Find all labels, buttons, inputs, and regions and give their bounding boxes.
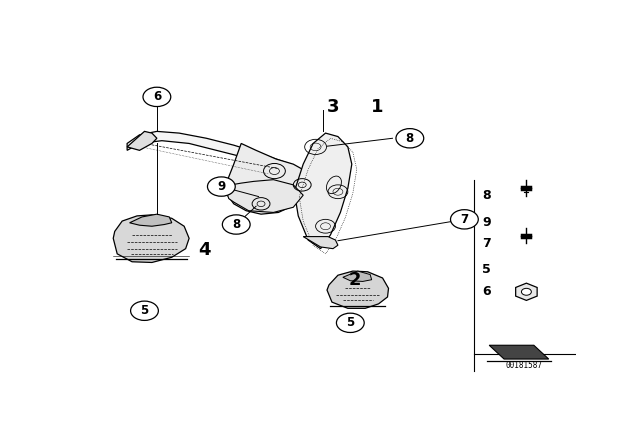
Text: 2: 2 [349,271,362,289]
Text: 3: 3 [326,98,339,116]
Circle shape [143,87,171,107]
Text: 8: 8 [232,218,241,231]
Circle shape [451,210,478,229]
Polygon shape [327,271,388,308]
Polygon shape [516,283,537,301]
Circle shape [337,313,364,332]
Text: 8: 8 [406,132,414,145]
Text: 5: 5 [140,304,148,317]
Polygon shape [489,345,548,359]
Polygon shape [294,133,352,249]
Polygon shape [127,131,293,178]
Text: 6: 6 [153,90,161,103]
Circle shape [207,177,236,196]
Text: 7: 7 [460,213,468,226]
Circle shape [522,289,531,295]
Text: 5: 5 [346,316,355,329]
Text: 9: 9 [217,180,225,193]
Text: 6: 6 [483,285,491,298]
Text: 9: 9 [483,216,491,229]
Text: 8: 8 [483,189,491,202]
Text: 4: 4 [198,241,211,259]
Polygon shape [343,271,372,281]
Text: 00181587: 00181587 [506,362,543,370]
Circle shape [396,129,424,148]
Circle shape [131,301,158,320]
Polygon shape [227,180,303,212]
Polygon shape [127,131,157,151]
Polygon shape [227,143,308,214]
Polygon shape [129,214,172,226]
Text: 1: 1 [371,98,384,116]
Text: 7: 7 [483,237,491,250]
Polygon shape [113,215,189,263]
Polygon shape [303,237,338,249]
Text: 5: 5 [483,263,491,276]
Circle shape [222,215,250,234]
